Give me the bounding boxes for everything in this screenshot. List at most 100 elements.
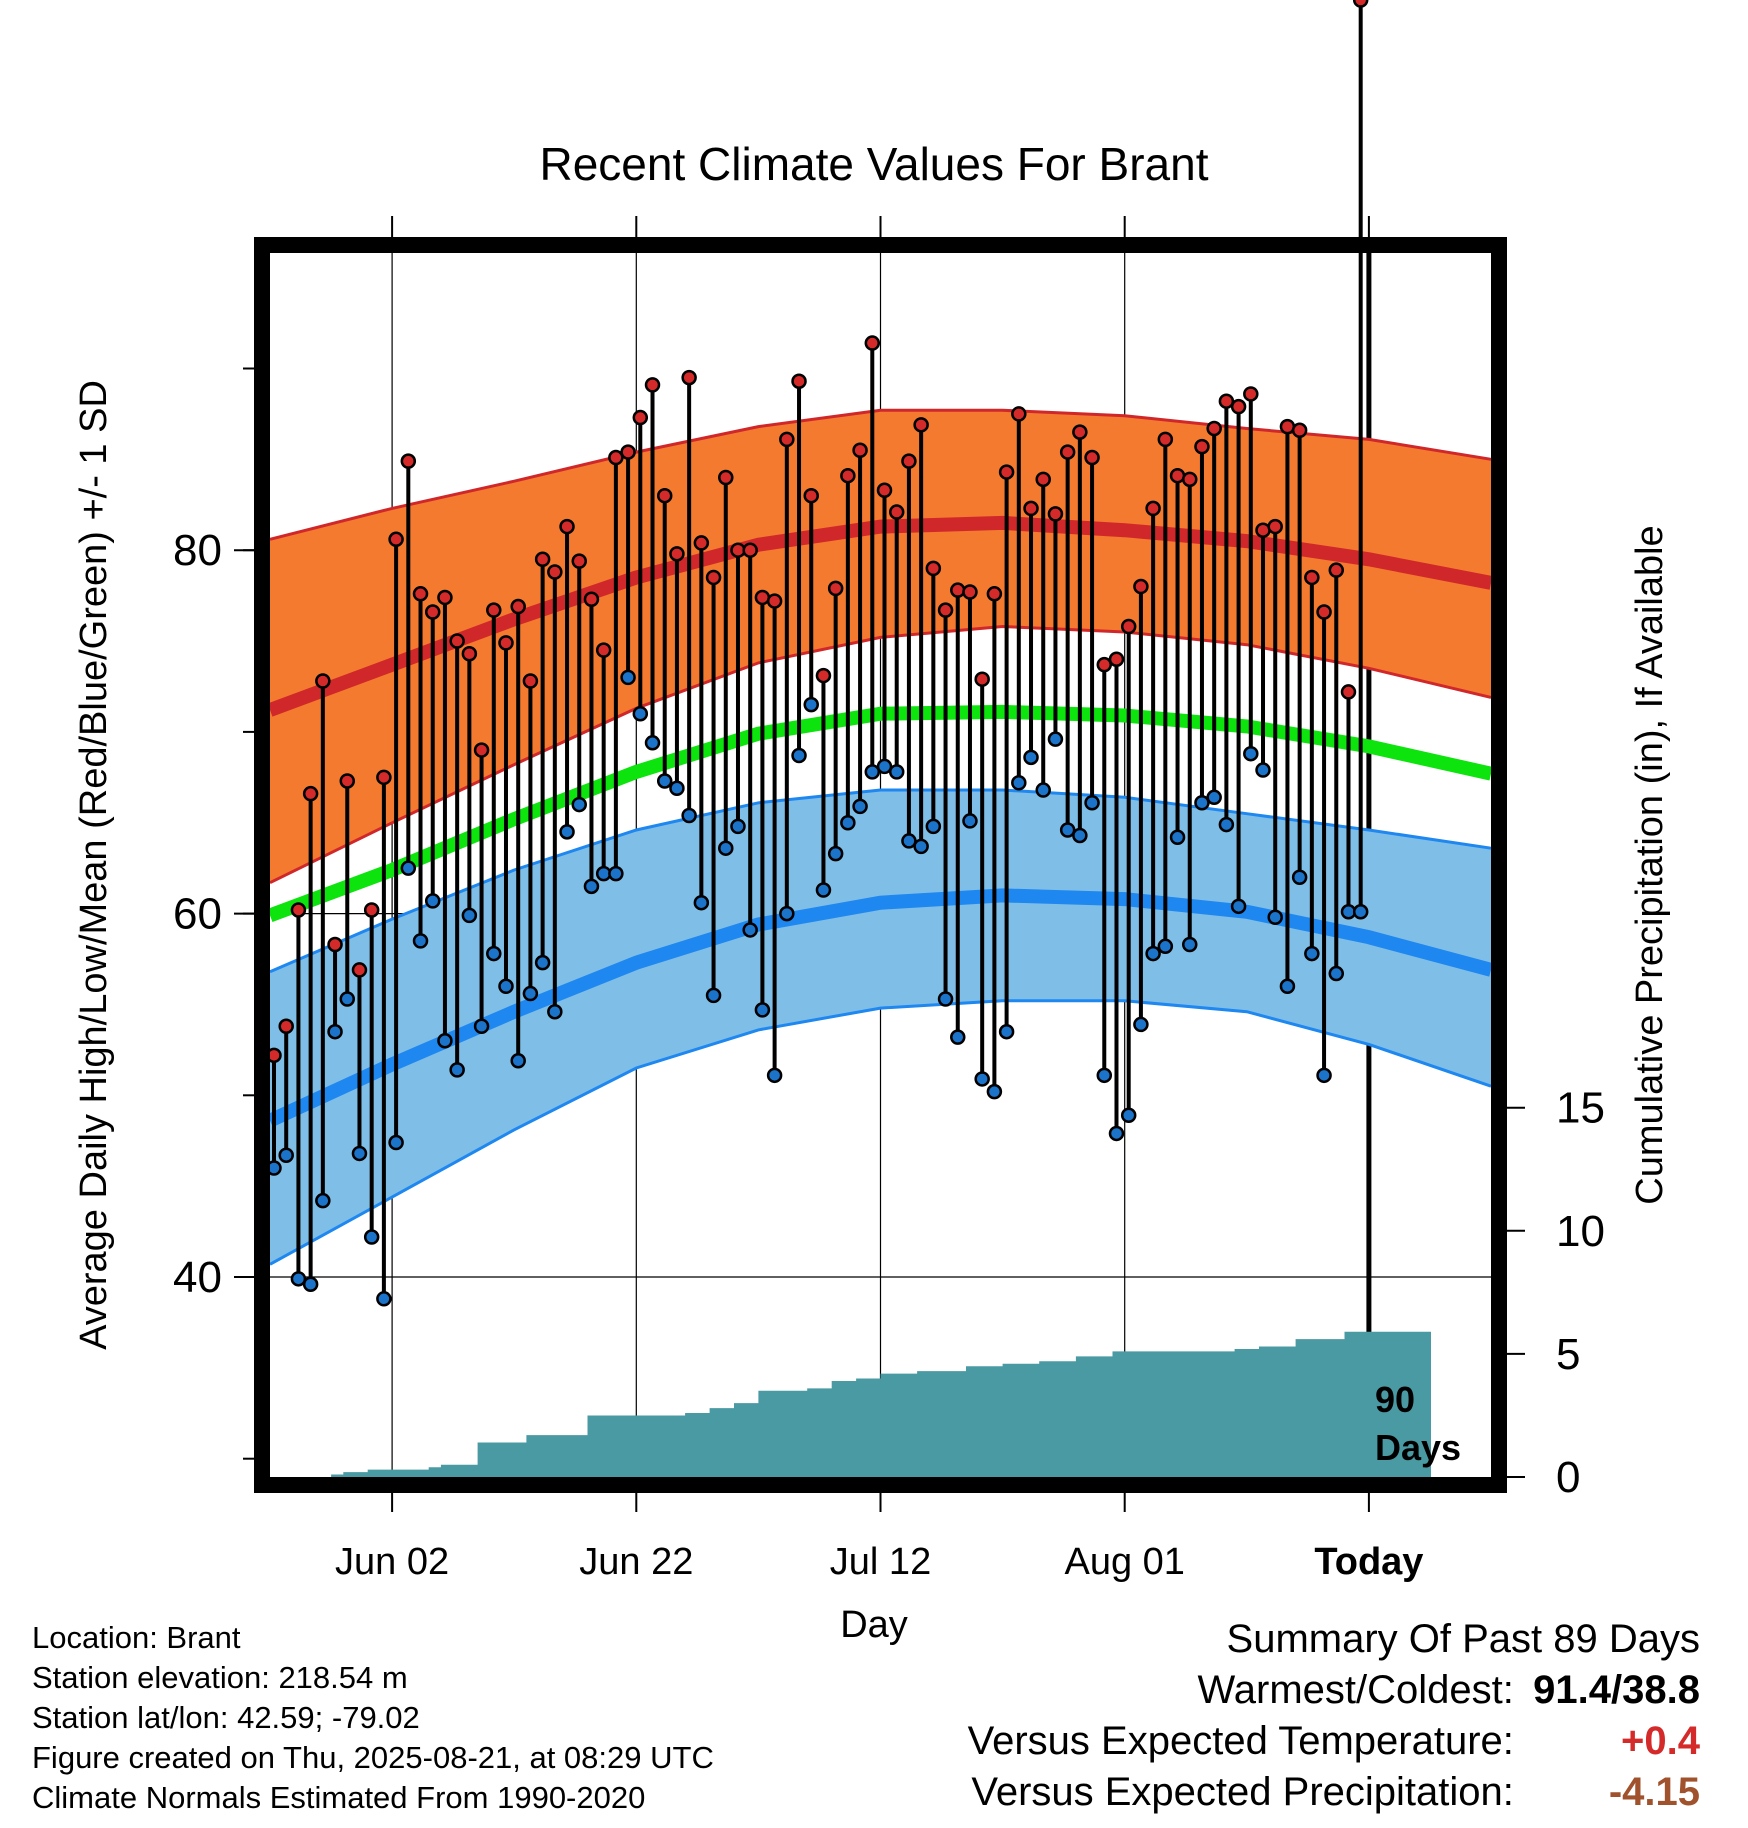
low-point (693, 894, 710, 911)
high-point (1059, 444, 1076, 460)
high-point (669, 546, 685, 562)
low-point (1047, 731, 1064, 747)
temp-departure-label: Versus Expected Temperature: (967, 1719, 1514, 1763)
high-point (1291, 422, 1308, 439)
low-point (1255, 762, 1271, 778)
low-point (461, 907, 478, 924)
high-point (852, 442, 868, 459)
low-point (1023, 749, 1039, 766)
high-point (388, 531, 404, 548)
low-point (632, 705, 649, 722)
low-point (986, 1083, 1003, 1100)
high-point (1206, 420, 1222, 437)
high-point (1133, 578, 1149, 595)
high-point (547, 564, 563, 580)
low-point (681, 807, 697, 824)
y-tick-label: 60 (173, 890, 222, 939)
low-point (1035, 782, 1051, 798)
low-point (913, 838, 929, 855)
low-point (1194, 795, 1210, 811)
high-point (424, 604, 441, 620)
high-point (693, 535, 710, 551)
high-point (327, 936, 343, 953)
summary-panel: Summary Of Past 89 Days Warmest/Coldest:… (968, 1614, 1700, 1818)
low-point (1279, 978, 1296, 995)
low-point (339, 991, 356, 1007)
low-point (290, 1271, 307, 1287)
high-point (766, 593, 783, 609)
x-tick-label: Aug 01 (1064, 1541, 1184, 1583)
x-tick-label: Jun 02 (335, 1541, 449, 1583)
low-point (974, 1071, 990, 1087)
x-tick-label: Jul 12 (830, 1541, 931, 1583)
high-point (1145, 500, 1161, 517)
low-point (522, 985, 539, 1002)
low-point (937, 991, 954, 1007)
low-point (1096, 1067, 1113, 1084)
high-point (620, 444, 636, 460)
high-point (1157, 431, 1174, 448)
high-point (937, 602, 954, 618)
high-point (486, 602, 502, 618)
elevation-text: Station elevation: 218.54 m (32, 1660, 408, 1695)
low-point (376, 1291, 392, 1307)
high-point (1072, 424, 1088, 440)
low-point (1133, 1016, 1149, 1033)
low-point (1206, 789, 1222, 806)
y2-tick-label: 10 (1556, 1207, 1605, 1256)
high-point (510, 598, 526, 615)
high-point (925, 560, 942, 577)
created-text: Figure created on Thu, 2025-08-21, at 08… (32, 1740, 714, 1775)
high-point (363, 902, 380, 918)
high-point (473, 742, 490, 758)
low-point (803, 696, 819, 713)
high-point (632, 409, 649, 426)
low-point (534, 954, 551, 971)
low-point (449, 1062, 465, 1078)
high-point (559, 518, 575, 535)
low-point (656, 773, 673, 789)
high-point (1035, 471, 1051, 488)
low-point (827, 845, 844, 862)
high-point (779, 431, 795, 448)
low-point (1011, 775, 1027, 791)
low-point (486, 945, 502, 962)
low-point (950, 1029, 966, 1045)
low-point (473, 1018, 490, 1035)
high-point (1096, 656, 1113, 673)
plot-frame (254, 237, 1507, 1493)
high-point (1182, 471, 1198, 488)
high-point (278, 1018, 294, 1035)
precipitation-area (270, 1331, 1431, 1477)
low-point (718, 840, 734, 856)
high-sd-band (270, 410, 1491, 883)
low-point (1108, 1125, 1125, 1142)
high-point (1340, 684, 1357, 700)
low-sd-band-lower-edge (269, 999, 1492, 1266)
normal-bands (267, 408, 1493, 1266)
high-point (718, 469, 734, 486)
high-point (803, 487, 819, 504)
window-label-line1: 90 (1375, 1379, 1415, 1420)
y2-tick-label: 5 (1556, 1330, 1580, 1379)
high-point (742, 542, 758, 558)
high-point (1120, 618, 1137, 635)
low-point (1157, 938, 1174, 955)
low-point (1059, 822, 1076, 838)
low-point (278, 1147, 294, 1164)
high-point (1243, 386, 1259, 402)
high-point (888, 504, 905, 520)
high-point (449, 633, 465, 649)
observed-range-bars (272, 0, 1363, 1299)
high-point (791, 373, 807, 389)
high-point (998, 464, 1015, 480)
y-axis-label: Average Daily High/Low/Mean (Red/Blue/Gr… (73, 380, 115, 1350)
axes: 40 60 80 0 5 10 15 Jun 02 Jun 22 Jul 12 Aug 01 Toda… (173, 216, 1605, 1583)
high-point (1316, 604, 1332, 620)
low-point (1243, 745, 1259, 762)
warmest-coldest-value: 91.4/38.8 (1533, 1668, 1700, 1712)
low-point (388, 1134, 404, 1151)
high-point (1304, 569, 1320, 586)
latlon-text: Station lat/lon: 42.59; -79.02 (32, 1700, 420, 1735)
